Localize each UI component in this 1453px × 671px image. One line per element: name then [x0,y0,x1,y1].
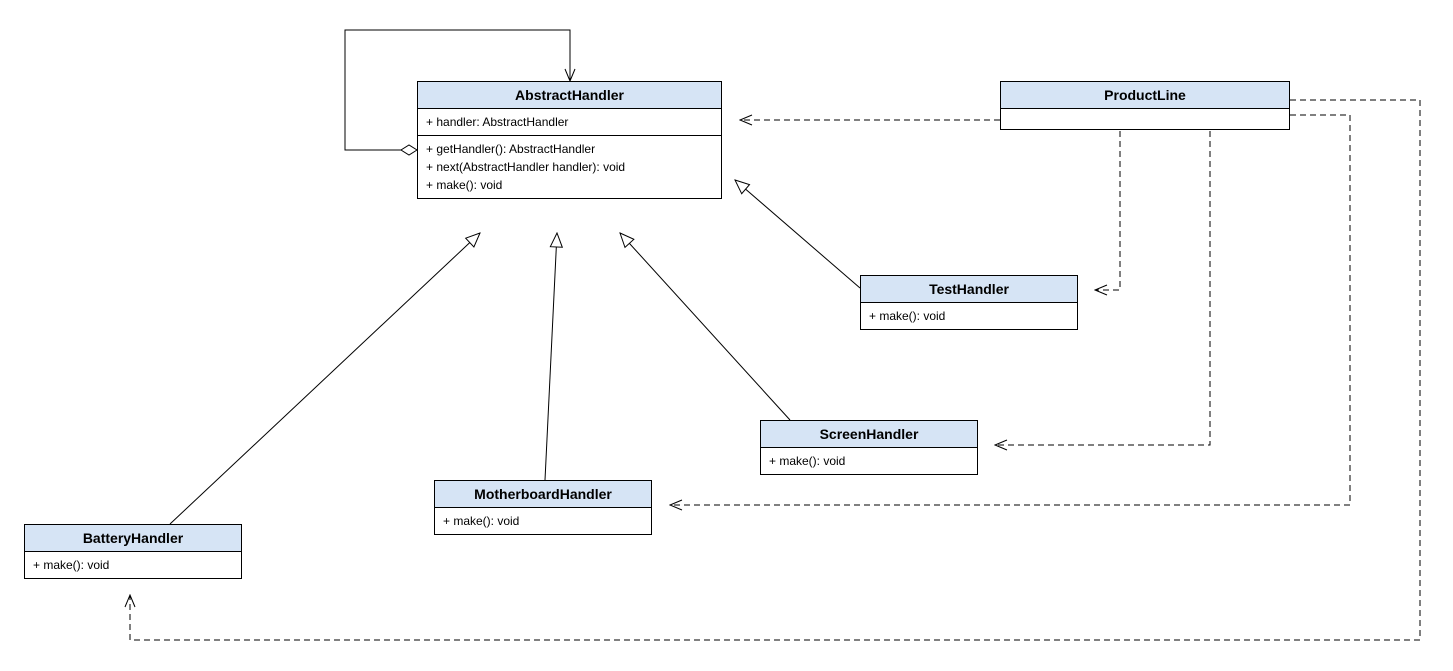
edge-productline-to-batteryhandler [130,100,1420,640]
method: + make(): void [426,176,713,194]
class-attributes: + handler: AbstractHandler [418,109,721,136]
class-screen-handler: ScreenHandler + make(): void [760,420,978,475]
class-methods: + getHandler(): AbstractHandler + next(A… [418,136,721,198]
edge-productline-to-testhandler [1095,131,1120,290]
method: + next(AbstractHandler handler): void [426,158,713,176]
attribute: + handler: AbstractHandler [426,113,713,131]
method: + make(): void [769,452,969,470]
edge-testhandler-generalization [735,180,860,288]
edge-motherboardhandler-generalization [545,233,557,480]
class-methods [1001,109,1289,129]
method: + getHandler(): AbstractHandler [426,140,713,158]
class-abstract-handler: AbstractHandler + handler: AbstractHandl… [417,81,722,199]
class-title: BatteryHandler [25,525,241,552]
class-title: ScreenHandler [761,421,977,448]
class-title: AbstractHandler [418,82,721,109]
method: + make(): void [443,512,643,530]
class-title: ProductLine [1001,82,1289,109]
class-methods: + make(): void [435,508,651,534]
class-title: MotherboardHandler [435,481,651,508]
class-test-handler: TestHandler + make(): void [860,275,1078,330]
class-motherboard-handler: MotherboardHandler + make(): void [434,480,652,535]
edge-screenhandler-generalization [620,233,790,420]
method: + make(): void [33,556,233,574]
method: + make(): void [869,307,1069,325]
class-battery-handler: BatteryHandler + make(): void [24,524,242,579]
class-title: TestHandler [861,276,1077,303]
class-methods: + make(): void [861,303,1077,329]
class-methods: + make(): void [761,448,977,474]
class-methods: + make(): void [25,552,241,578]
class-product-line: ProductLine [1000,81,1290,130]
